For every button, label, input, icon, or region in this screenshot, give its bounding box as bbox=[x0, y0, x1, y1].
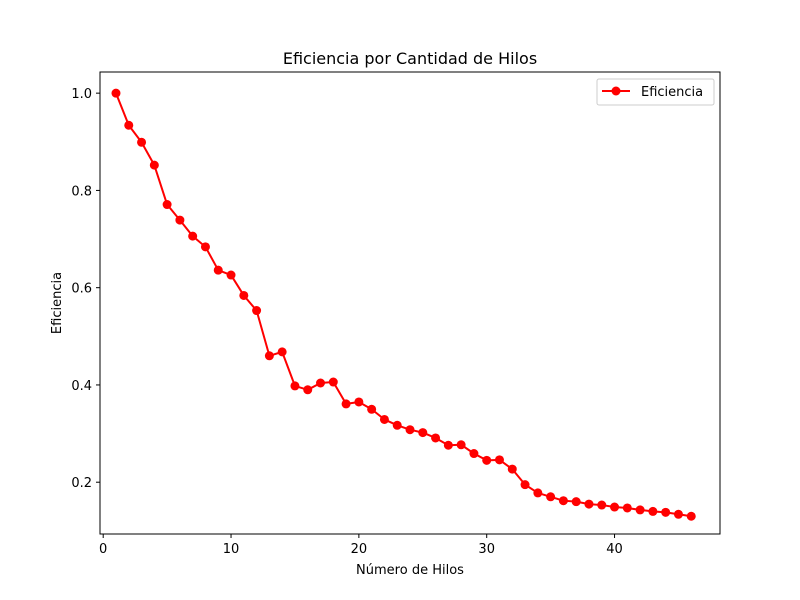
plot-area bbox=[100, 72, 720, 534]
series-line-eficiencia bbox=[115, 92, 692, 518]
data-point bbox=[137, 137, 147, 147]
data-point bbox=[673, 509, 683, 519]
data-point bbox=[175, 215, 185, 225]
data-point bbox=[520, 480, 530, 490]
legend-label: Eficiencia bbox=[641, 85, 703, 100]
data-point bbox=[610, 502, 620, 512]
plot-frame bbox=[99, 71, 721, 535]
data-point bbox=[533, 488, 543, 498]
data-point bbox=[367, 404, 377, 414]
data-point bbox=[354, 397, 364, 407]
data-point bbox=[111, 88, 121, 98]
data-point bbox=[686, 511, 696, 521]
data-point bbox=[635, 505, 645, 515]
data-point bbox=[648, 506, 658, 516]
data-point bbox=[622, 503, 632, 513]
data-point bbox=[584, 499, 594, 509]
y-axis: 0.2 0.4 0.6 0.8 1.0 bbox=[71, 87, 100, 491]
data-point bbox=[469, 449, 479, 459]
series-line-group bbox=[115, 92, 692, 518]
x-axis-label: Número de Hilos bbox=[356, 563, 464, 578]
data-point bbox=[316, 378, 326, 388]
data-point bbox=[124, 120, 134, 130]
data-point bbox=[379, 414, 389, 424]
data-point bbox=[226, 270, 236, 280]
x-tick-label: 20 bbox=[351, 542, 368, 557]
data-point bbox=[507, 464, 517, 474]
data-point bbox=[571, 497, 581, 507]
y-axis-label: Eficiencia bbox=[50, 272, 65, 334]
data-point bbox=[200, 242, 210, 252]
data-point bbox=[341, 399, 351, 409]
x-tick-label: 40 bbox=[606, 542, 623, 557]
data-point bbox=[188, 231, 198, 241]
legend: Eficiencia bbox=[596, 78, 715, 106]
data-point bbox=[328, 377, 338, 387]
data-point bbox=[213, 265, 223, 275]
data-point bbox=[290, 381, 300, 391]
data-point bbox=[418, 428, 428, 438]
data-point bbox=[661, 507, 671, 517]
data-point bbox=[405, 425, 415, 435]
data-point bbox=[597, 500, 607, 510]
y-tick-label: 0.6 bbox=[71, 282, 92, 297]
data-point bbox=[443, 440, 453, 450]
data-point bbox=[264, 351, 274, 361]
y-tick-label: 0.4 bbox=[71, 379, 92, 394]
data-point bbox=[546, 492, 556, 502]
data-point bbox=[239, 290, 249, 300]
data-point bbox=[252, 306, 262, 316]
data-point bbox=[494, 455, 504, 465]
data-point bbox=[392, 420, 402, 430]
data-point bbox=[277, 347, 287, 357]
data-point bbox=[149, 160, 159, 170]
data-point bbox=[162, 200, 172, 210]
y-tick-label: 0.8 bbox=[71, 184, 92, 199]
y-tick-label: 1.0 bbox=[71, 87, 92, 102]
legend-box bbox=[596, 78, 715, 106]
x-axis: 0 10 20 30 40 bbox=[99, 534, 623, 557]
legend-marker-swatch bbox=[611, 86, 621, 96]
data-point bbox=[482, 455, 492, 465]
data-point bbox=[303, 385, 313, 395]
data-point bbox=[558, 496, 568, 506]
x-tick-label: 0 bbox=[99, 542, 107, 557]
data-point bbox=[456, 440, 466, 450]
series-points-group bbox=[111, 88, 696, 521]
x-tick-label: 10 bbox=[223, 542, 240, 557]
chart-title: Eficiencia por Cantidad de Hilos bbox=[283, 49, 537, 68]
x-tick-label: 30 bbox=[478, 542, 495, 557]
y-tick-label: 0.2 bbox=[71, 476, 92, 491]
data-point bbox=[431, 433, 441, 443]
